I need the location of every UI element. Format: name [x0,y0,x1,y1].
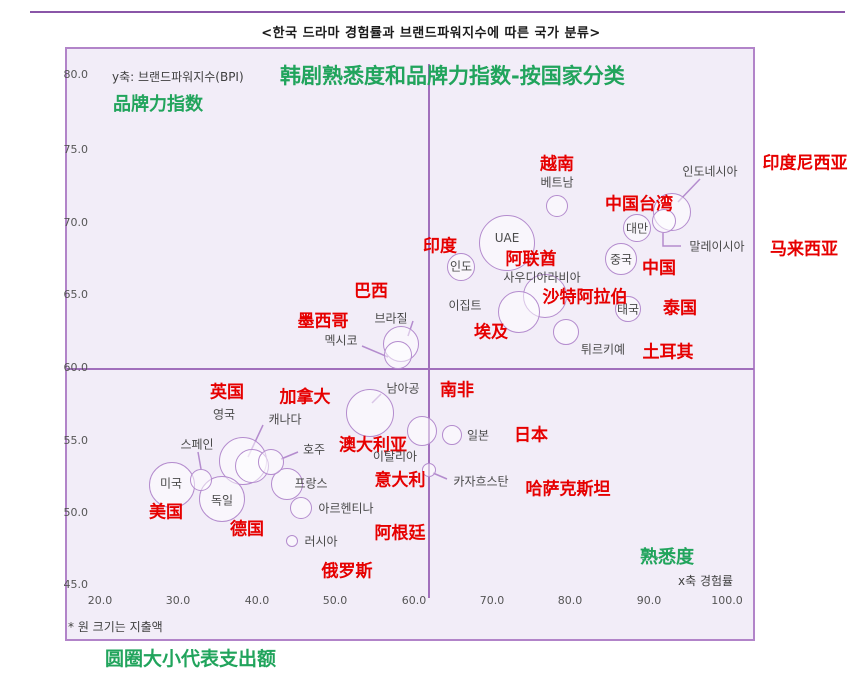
label-kr-turkey: 튀르키예 [580,342,626,357]
label-cn-brazil: 巴西 [354,281,388,302]
bubble-china [605,243,637,275]
y-tick-55.0: 55.0 [63,434,89,447]
label-cn-vietnam: 越南 [540,154,574,175]
label-cn-south-africa: 南非 [440,380,474,401]
bubble-thailand [615,296,641,322]
label-kr-germany: 독일 [210,493,234,508]
label-kr-india: 인도 [449,259,473,274]
x-axis-label-chinese: 熟悉度 [640,547,694,568]
bubble-australia [258,449,284,475]
bubble-india [447,253,475,281]
x-tick-20.0: 20.0 [87,594,113,607]
label-kr-spain: 스페인 [180,437,214,452]
label-cn-malaysia: 马来西亚 [770,239,838,260]
label-cn-egypt: 埃及 [474,322,508,343]
label-cn-turkey: 土耳其 [642,342,694,363]
label-cn-thailand: 泰国 [663,298,697,319]
chart-title-chinese: 韩剧熟悉度和品牌力指数-按国家分类 [280,64,625,88]
quadrant-vertical-line [428,64,430,598]
y-axis-label-korean: y축: 브랜드파워지수(BPI) [112,70,244,84]
y-tick-80.0: 80.0 [63,68,89,81]
label-kr-australia: 호주 [302,442,326,457]
label-kr-china: 중국 [609,252,633,267]
label-kr-uk: 영국 [212,407,236,422]
bubble-japan [442,425,462,445]
x-tick-80.0: 80.0 [557,594,583,607]
footnote-korean: * 원 크기는 지출액 [68,620,163,634]
footnote-chinese: 圆圈大小代表支出额 [105,648,277,670]
bubble-mexico [384,341,412,369]
label-cn-saudi-arabia: 沙特阿拉伯 [542,287,628,308]
label-cn-russia: 俄罗斯 [321,561,373,582]
y-tick-75.0: 75.0 [63,143,89,156]
label-cn-italy: 意大利 [374,470,426,491]
label-kr-russia: 러시아 [304,534,338,549]
label-kr-uae: UAE [494,231,520,245]
label-kr-malaysia: 말레이시아 [689,239,745,254]
label-cn-kazakhstan: 哈萨克斯坦 [525,479,611,500]
x-tick-100.0: 100.0 [711,594,743,607]
y-tick-70.0: 70.0 [63,216,89,229]
label-kr-usa: 미국 [159,476,183,491]
label-kr-argentina: 아르헨티나 [318,501,374,516]
x-tick-90.0: 90.0 [636,594,662,607]
label-kr-taiwan: 대만 [625,221,649,236]
label-cn-taiwan: 中国台湾 [605,194,673,215]
y-tick-65.0: 65.0 [63,288,89,301]
label-kr-italy: 이탈리아 [372,449,418,464]
bubble-south-africa [346,389,394,437]
label-kr-saudi-arabia: 사우디아라비아 [503,270,581,285]
x-tick-50.0: 50.0 [322,594,348,607]
bubble-russia [286,535,298,547]
label-cn-mexico: 墨西哥 [297,311,349,332]
bubble-taiwan [623,214,651,242]
label-kr-france: 프랑스 [294,476,328,491]
bubble-argentina [290,497,312,519]
top-divider-line [30,11,845,13]
label-cn-argentina: 阿根廷 [374,523,426,544]
bubble-italy [407,416,437,446]
bubble-spain [190,469,212,491]
label-kr-kazakhstan: 카자흐스탄 [453,474,509,489]
bubble-vietnam [546,195,568,217]
label-cn-germany: 德国 [230,519,264,540]
label-kr-indonesia: 인도네시아 [682,164,738,179]
x-tick-30.0: 30.0 [165,594,191,607]
quadrant-horizontal-line [67,368,754,370]
label-cn-indonesia: 印度尼西亚 [762,153,848,174]
label-kr-japan: 일본 [466,428,490,443]
y-tick-50.0: 50.0 [63,506,89,519]
label-cn-china: 中国 [642,258,676,279]
x-axis-label-korean: x축 경험률 [678,574,734,588]
label-cn-japan: 日本 [514,425,548,446]
label-cn-usa: 美国 [149,502,183,523]
x-tick-70.0: 70.0 [479,594,505,607]
label-cn-uae: 阿联酋 [505,249,557,270]
x-tick-60.0: 60.0 [401,594,427,607]
bubble-kazakhstan [422,463,436,477]
x-tick-40.0: 40.0 [244,594,270,607]
label-cn-canada: 加拿大 [279,387,331,408]
label-cn-uk: 英国 [210,382,244,403]
label-cn-india: 印度 [423,236,457,257]
label-kr-brazil: 브라질 [374,311,408,326]
bubble-turkey [553,319,579,345]
bubble-malaysia [652,209,676,233]
page-title: <한국 드라마 경험률과 브랜드파워지수에 따른 국가 분류> [261,26,601,41]
label-kr-south-africa: 남아공 [386,381,420,396]
label-kr-canada: 캐나다 [268,412,302,427]
label-kr-mexico: 멕시코 [324,333,358,348]
label-kr-egypt: 이집트 [448,298,482,313]
bubble-egypt [498,291,540,333]
label-cn-australia: 澳大利亚 [339,435,407,456]
label-kr-thailand: 태국 [616,302,640,317]
y-tick-45.0: 45.0 [63,578,89,591]
label-kr-vietnam: 베트남 [540,175,574,190]
bubble-usa [149,462,195,508]
y-tick-60.0: 60.0 [63,361,89,374]
bubble-uae [479,215,535,271]
y-axis-label-chinese: 品牌力指数 [113,94,203,115]
